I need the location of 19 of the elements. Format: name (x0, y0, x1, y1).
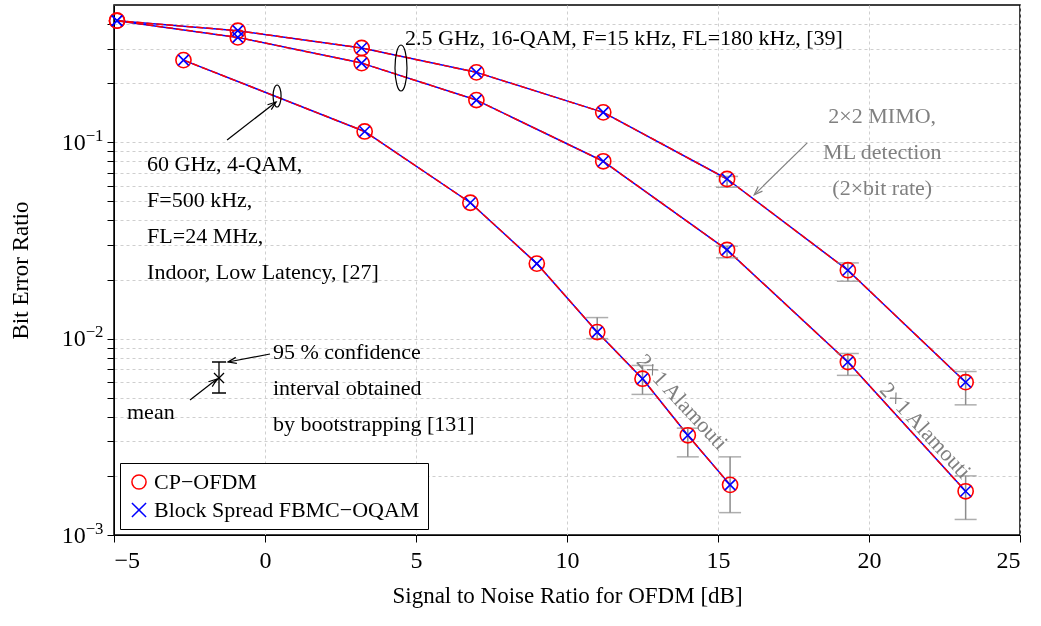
annotation: 2.5 GHz, 16-QAM, F=15 kHz, FL=180 kHz, [39] (405, 25, 843, 50)
legend-label: CP−OFDM (154, 469, 257, 494)
x-tick-label: 5 (410, 546, 423, 573)
annotation: mean (127, 399, 175, 424)
legend-label: Block Spread FBMC−OQAM (154, 497, 420, 522)
x-tick-label: 10 (555, 546, 580, 573)
y-tick-label: 10$^{−2}$ (61, 321, 104, 352)
annotation: 2×2 MIMO, ML detection (2×bit rate) (823, 102, 942, 200)
x-tick-label: 0 (259, 546, 272, 573)
x-tick-label: −5 (114, 546, 141, 573)
y-tick-label: 10$^{−3}$ (61, 518, 104, 548)
x-tick-label: 20 (857, 546, 882, 573)
x-tick-label: 25 (996, 546, 1021, 573)
annotation: 60 GHz, 4-QAM, F=500 kHz, FL=24 MHz, Indoor, Low Latency, [27] (147, 151, 379, 285)
annotation: 95 % confidence interval obtained by bootstrapping [131] (273, 339, 475, 436)
y-axis-title: Bit Error Ratio (7, 201, 33, 340)
x-tick-label: 15 (706, 546, 731, 573)
x-axis-title: Signal to Noise Ratio for OFDM [dB] (392, 582, 743, 608)
y-tick-label: 10$^{−1}$ (61, 125, 104, 155)
